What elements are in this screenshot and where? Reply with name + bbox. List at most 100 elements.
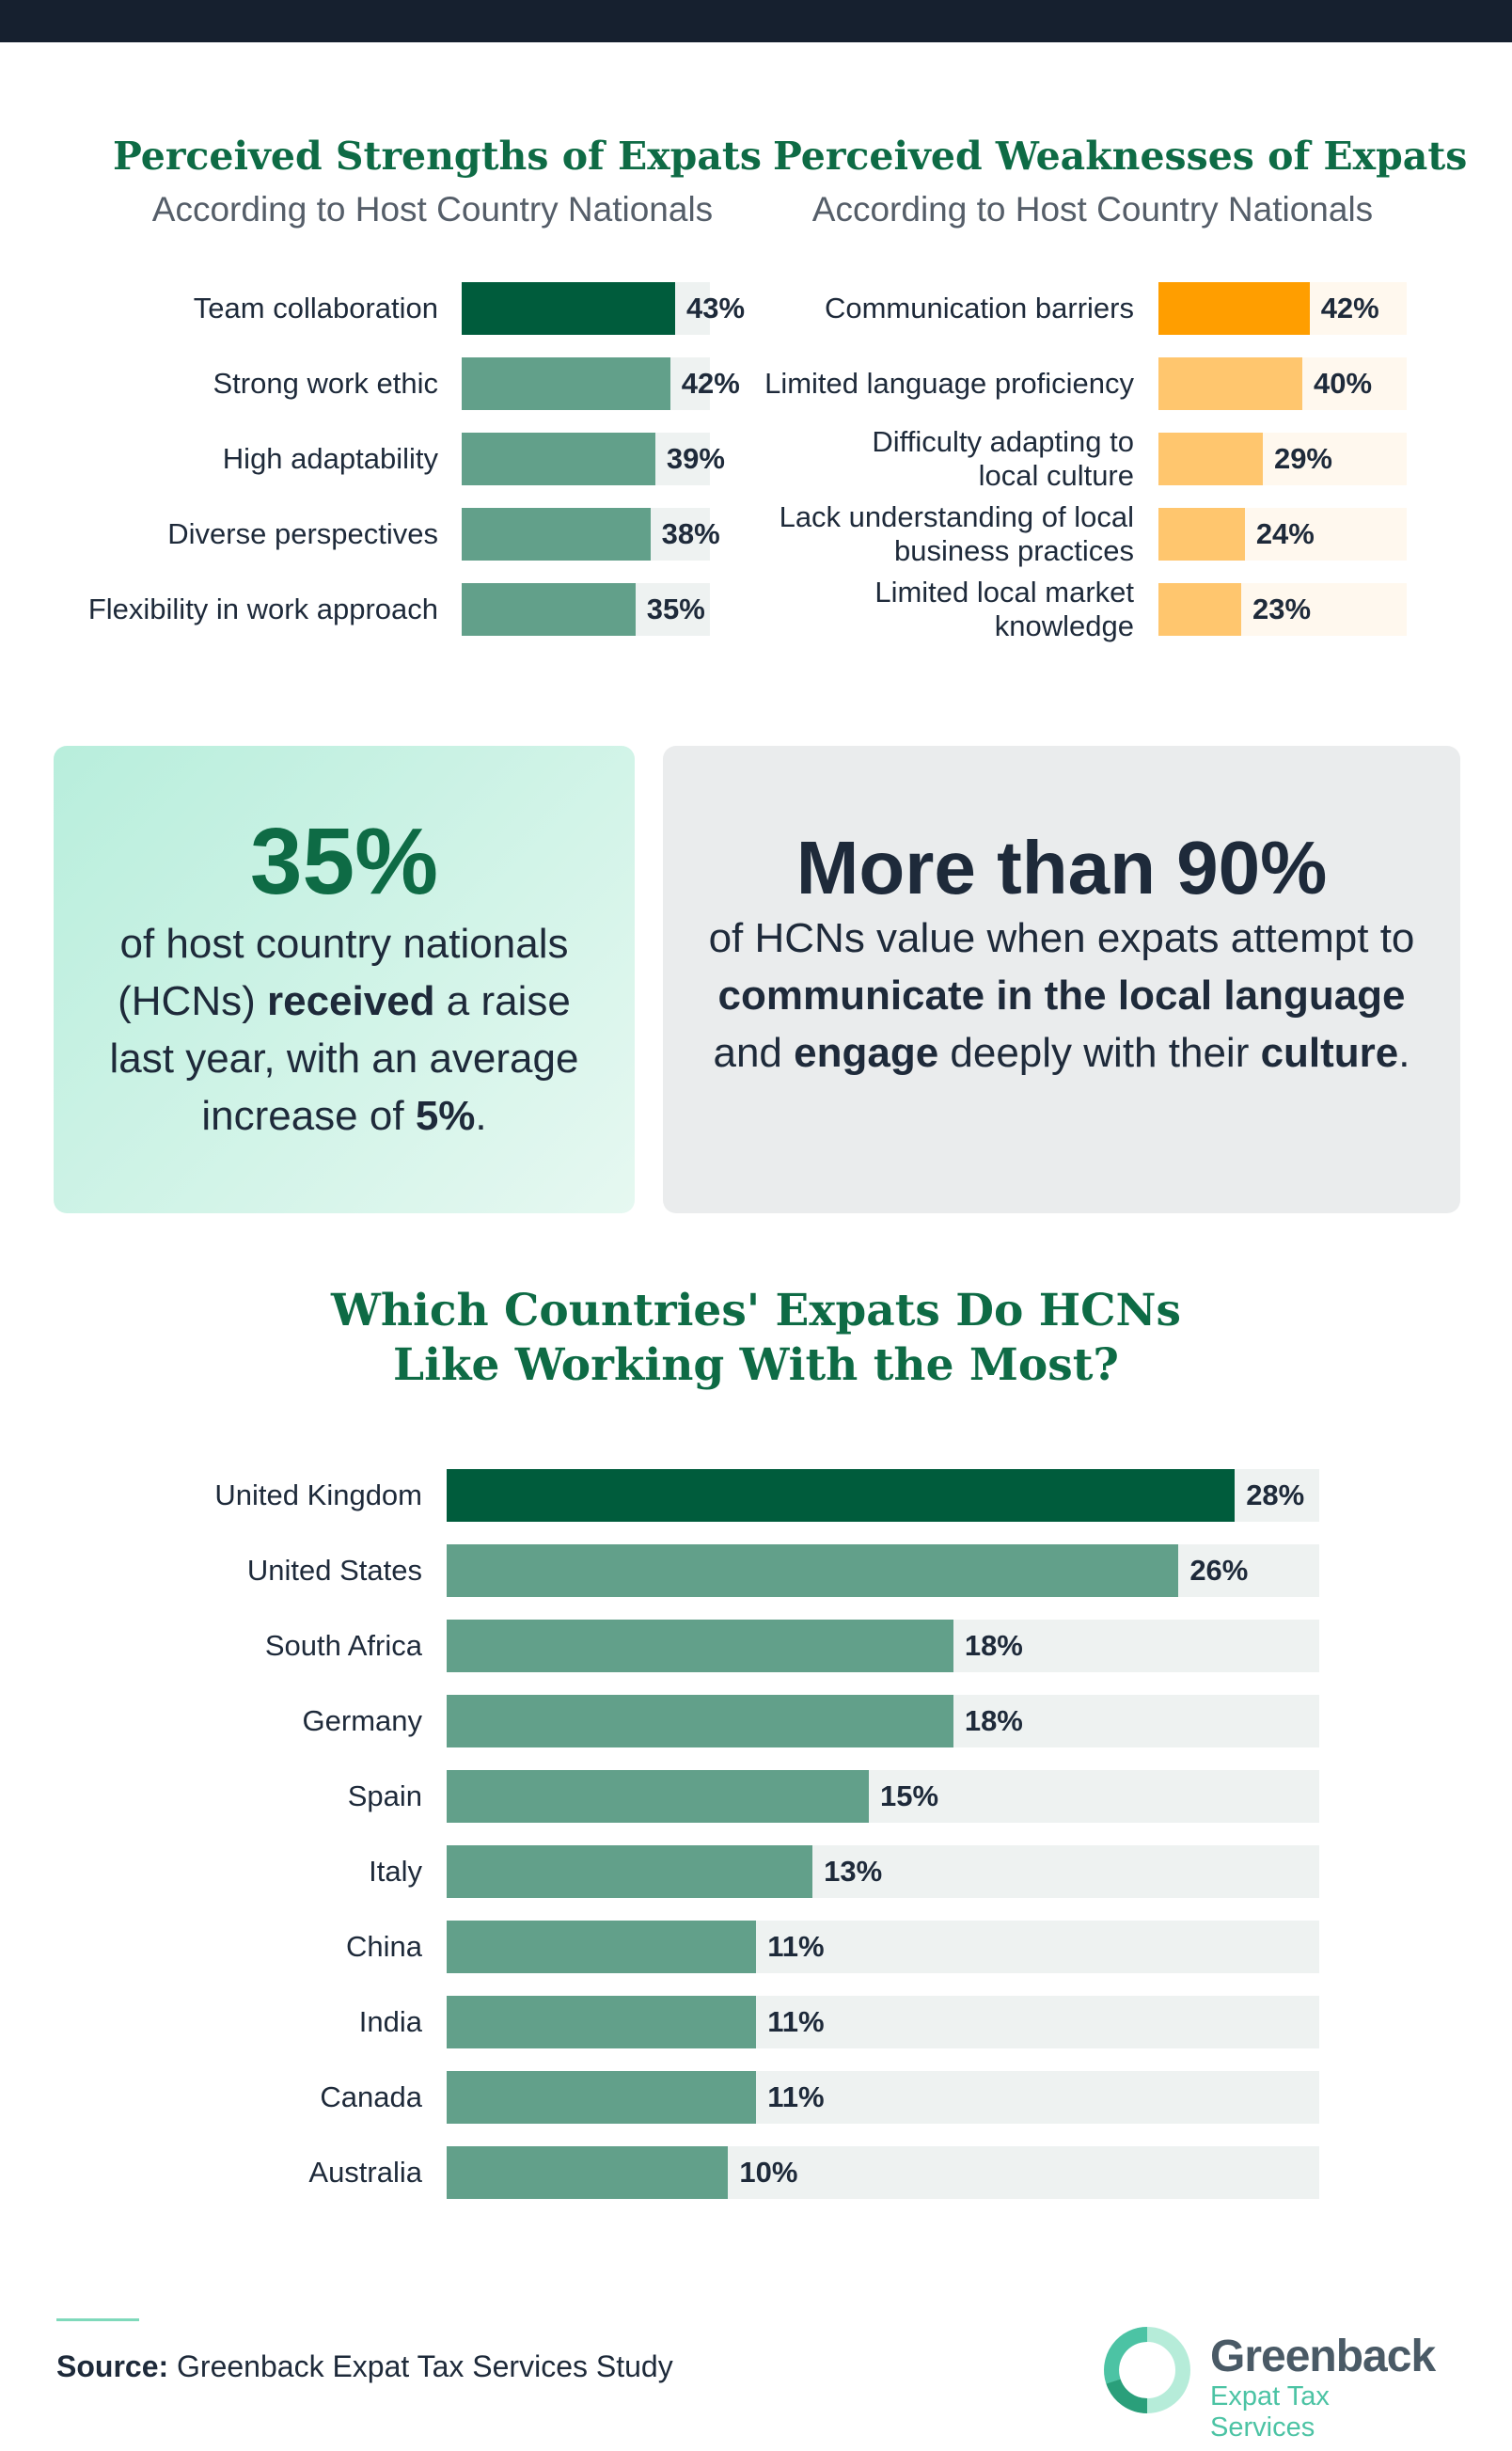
strength-value-label: 35% <box>646 593 705 625</box>
country-bar <box>447 1620 953 1672</box>
greenback-ring-icon <box>1104 2327 1190 2413</box>
country-bar <box>447 1770 870 1823</box>
weakness-bar <box>1158 357 1303 410</box>
weakness-value-label: 40% <box>1314 367 1373 400</box>
stat-raise-text: of host country nationals (HCNs) receive… <box>109 921 579 1139</box>
country-bar <box>447 1921 757 1973</box>
strengths-title: Perceived Strengths of Expats <box>113 134 762 179</box>
logo-tagline: Expat Tax Services <box>1210 2381 1330 2443</box>
weakness-bar <box>1158 583 1241 636</box>
stat-language-text: of HCNs value when expats attempt to com… <box>708 915 1415 1076</box>
weakness-value-label: 24% <box>1255 517 1315 550</box>
country-label: Italy <box>369 1855 422 1888</box>
weakness-value-label: 29% <box>1273 442 1332 475</box>
country-value-label: 15% <box>880 1779 939 1812</box>
country-value-label: 26% <box>1189 1554 1249 1587</box>
country-bar-track: 26% <box>447 1544 1319 1597</box>
logo-name: Greenback <box>1210 2332 1436 2381</box>
country-bar <box>447 1996 757 2048</box>
country-bar <box>447 2146 729 2199</box>
strength-bar <box>462 357 670 410</box>
strength-bar-track: 38% <box>462 508 720 561</box>
source-text: Greenback Expat Tax Services Study <box>177 2349 673 2383</box>
weakness-bar <box>1158 282 1310 335</box>
country-bar-track: 18% <box>447 1620 1319 1672</box>
strength-label: Diverse perspectives <box>167 517 438 550</box>
weakness-label: Lack understanding of local business pra… <box>779 500 1134 567</box>
weakness-bar-track: 23% <box>1158 583 1407 636</box>
weakness-value-label: 42% <box>1320 292 1379 324</box>
strengths-subtitle: According to Host Country Nationals <box>151 190 714 229</box>
country-bar <box>447 1544 1179 1597</box>
weakness-bar-track: 24% <box>1158 508 1407 561</box>
weakness-label: Limited language proficiency <box>764 367 1134 400</box>
strength-value-label: 43% <box>686 292 746 324</box>
weakness-bar-track: 42% <box>1158 282 1407 335</box>
country-label: United States <box>246 1554 422 1587</box>
strength-label: Team collaboration <box>193 292 438 324</box>
country-label: United Kingdom <box>214 1479 422 1511</box>
strength-value-label: 38% <box>661 517 720 550</box>
country-value-label: 11% <box>767 2080 825 2113</box>
source-note: Source: Greenback Expat Tax Services Stu… <box>56 2349 673 2384</box>
strength-label: Flexibility in work approach <box>87 593 438 625</box>
country-value-label: 18% <box>964 1704 1023 1737</box>
country-bar-track: 11% <box>447 1921 1319 1973</box>
countries-chart-title: Which Countries' Expats Do HCNs Like Wor… <box>0 1284 1512 1393</box>
country-value-label: 18% <box>964 1629 1023 1662</box>
country-bar <box>447 2071 757 2124</box>
country-bar <box>447 1845 813 1898</box>
weakness-label: Communication barriers <box>824 292 1134 324</box>
top-banner-bar <box>0 0 1512 42</box>
weaknesses-subtitle: According to Host Country Nationals <box>811 190 1374 229</box>
weaknesses-title: Perceived Weaknesses of Expats <box>773 134 1468 179</box>
country-value-label: 11% <box>767 1930 825 1963</box>
country-bar <box>447 1695 953 1747</box>
country-bar-track: 10% <box>447 2146 1319 2199</box>
strength-bar-track: 39% <box>462 433 725 485</box>
stat-card-raise: 35% of host country nationals (HCNs) rec… <box>54 746 635 1213</box>
country-bar-track: 13% <box>447 1845 1319 1898</box>
strength-bar <box>462 583 636 636</box>
strength-value-label: 39% <box>666 442 725 475</box>
country-label: India <box>358 2005 422 2038</box>
strength-label: Strong work ethic <box>213 367 439 400</box>
country-label: Germany <box>302 1704 422 1737</box>
strength-value-label: 42% <box>681 367 740 400</box>
country-value-label: 28% <box>1246 1479 1305 1511</box>
country-label: Spain <box>347 1779 422 1812</box>
weakness-label: Limited local market knowledge <box>874 576 1134 642</box>
country-value-label: 11% <box>767 2005 825 2038</box>
stat-raise-figure: 35% <box>249 809 439 914</box>
strength-bar-track: 43% <box>462 282 745 335</box>
country-bar <box>447 1469 1236 1522</box>
greenback-logo: Greenback Expat Tax Services <box>1100 2323 1439 2443</box>
strength-bar-track: 35% <box>462 583 710 636</box>
country-bar-track: 11% <box>447 2071 1319 2124</box>
weakness-bar <box>1158 433 1263 485</box>
stat-language-figure: More than 90% <box>795 826 1328 909</box>
country-label: South Africa <box>264 1629 422 1662</box>
country-bar-track: 15% <box>447 1770 1319 1823</box>
strength-label: High adaptability <box>222 442 438 475</box>
source-label: Source: <box>56 2349 169 2383</box>
strength-bar <box>462 433 655 485</box>
country-bar-track: 18% <box>447 1695 1319 1747</box>
country-bar-track: 28% <box>447 1469 1319 1522</box>
strength-bar-track: 42% <box>462 357 740 410</box>
strength-bar <box>462 282 676 335</box>
weakness-bar <box>1158 508 1245 561</box>
stat-card-language: More than 90% of HCNs value when expats … <box>663 746 1460 1213</box>
country-label: Australia <box>308 2156 422 2189</box>
country-label: China <box>346 1930 422 1963</box>
weakness-bar-track: 29% <box>1158 433 1407 485</box>
country-bar-track: 11% <box>447 1996 1319 2048</box>
countries-title-line1: Which Countries' Expats Do HCNs <box>331 1285 1181 1336</box>
countries-title-line2: Like Working With the Most? <box>393 1339 1119 1391</box>
weakness-label: Difficulty adapting to local culture <box>872 425 1134 492</box>
country-label: Canada <box>320 2080 422 2113</box>
footer-accent-line <box>56 2318 139 2321</box>
weakness-value-label: 23% <box>1252 593 1312 625</box>
country-value-label: 13% <box>824 1855 883 1888</box>
country-value-label: 10% <box>739 2156 798 2189</box>
